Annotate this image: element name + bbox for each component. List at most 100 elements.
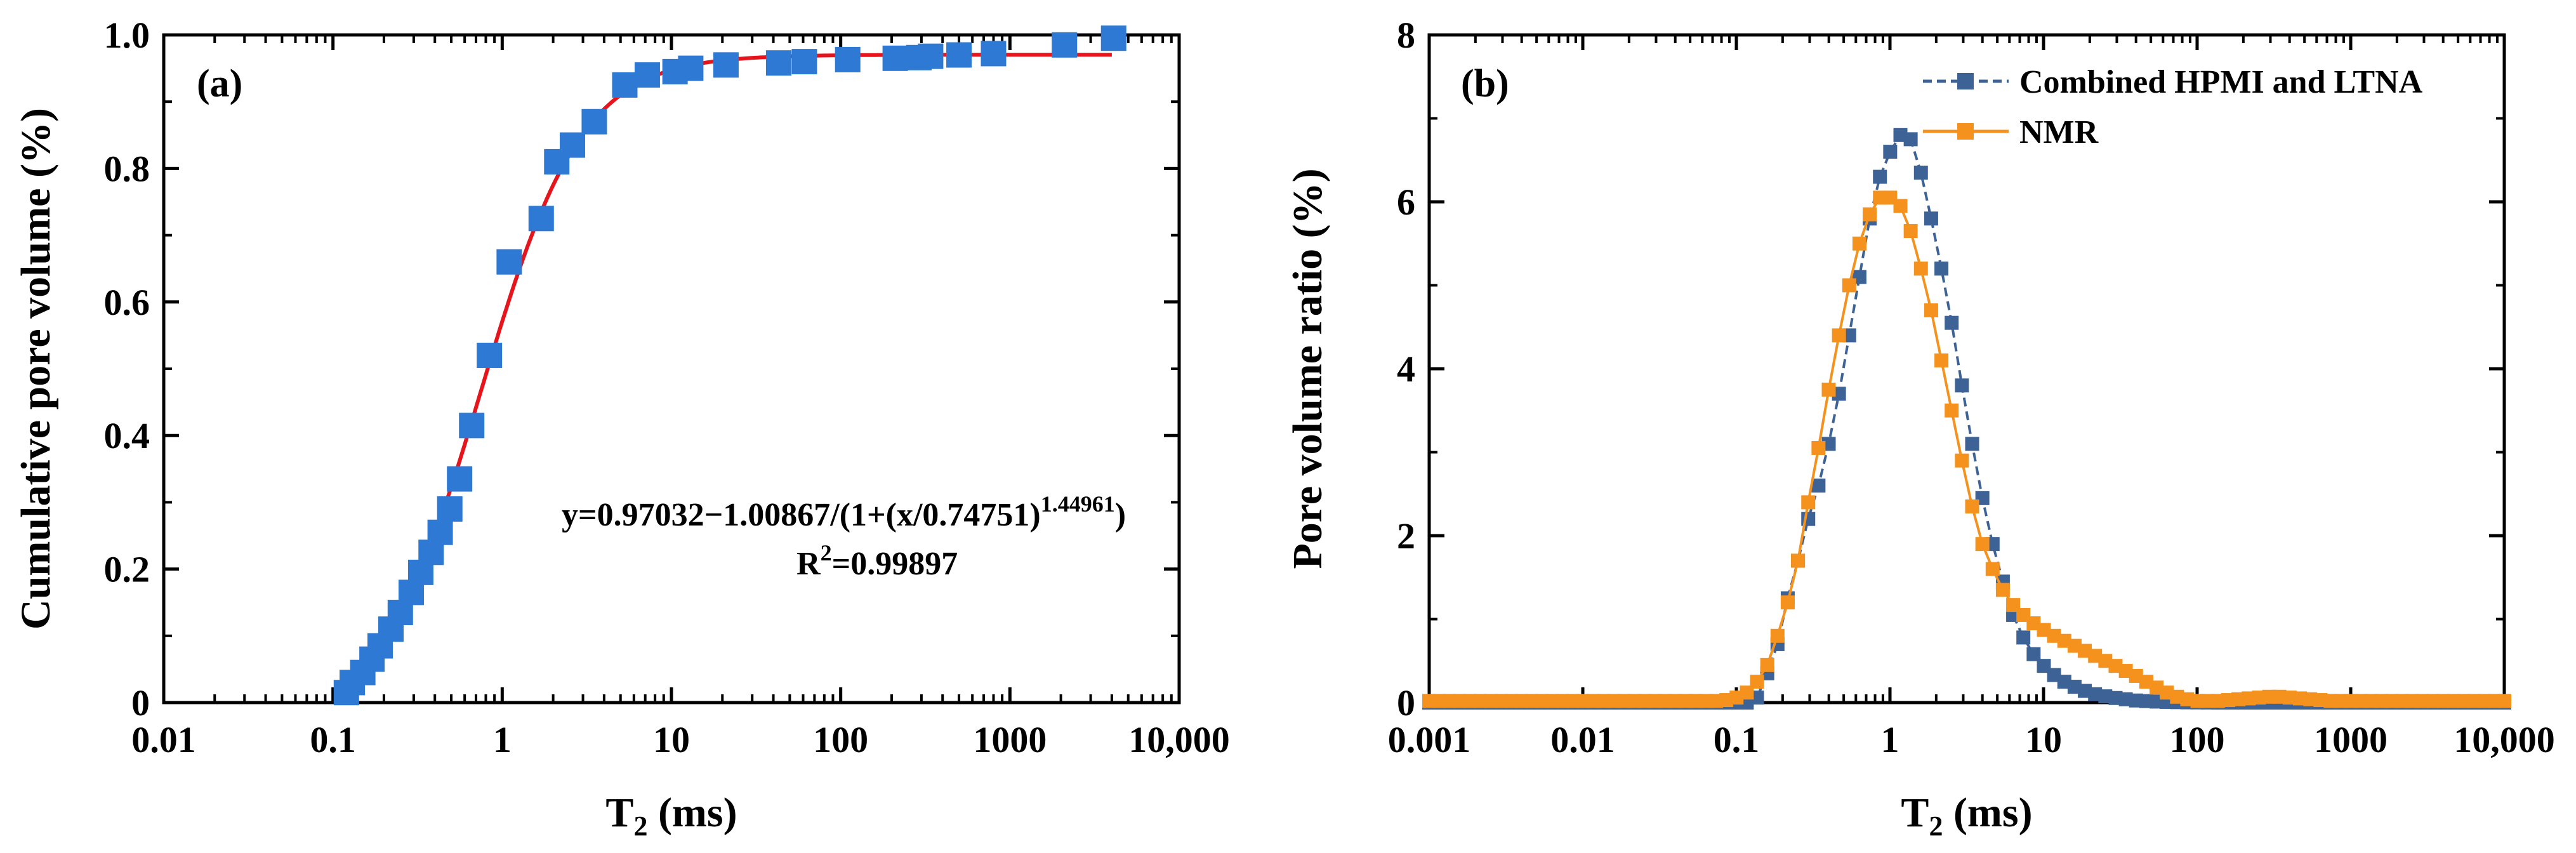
- series-0-marker: [1945, 315, 1959, 330]
- series-1-marker: [1770, 628, 1785, 643]
- series-1-marker: [1740, 685, 1754, 700]
- series-0-marker: [1873, 169, 1887, 184]
- panel-a-y-tick-label: 0.4: [104, 415, 150, 456]
- panel-b-legend: Combined HPMI and LTNA NMR: [1923, 64, 2423, 150]
- series-1-marker: [1811, 440, 1826, 455]
- panel-a-x-tick-label: 0.01: [131, 719, 196, 760]
- panel-b-y-tick-label: 6: [1397, 182, 1415, 223]
- data-point: [559, 132, 585, 158]
- series-1-marker: [1924, 303, 1938, 317]
- data-point: [918, 43, 944, 69]
- panel-a-axes-ticks: 0.01 0.1 1 10 100 1000 10,000 0 0.2 0.4 0.6 0.8 1.0: [104, 15, 1230, 760]
- series-1-marker: [1750, 675, 1764, 689]
- data-point: [427, 519, 453, 545]
- legend-hpmi-label: Combined HPMI and LTNA: [2019, 64, 2423, 100]
- data-point: [477, 342, 503, 368]
- series-1-marker: [1955, 453, 1969, 468]
- data-point: [1052, 32, 1078, 58]
- panel-a-y-tick-label: 0: [131, 682, 150, 724]
- series-1-marker: [1893, 199, 1908, 213]
- panel-a-y-tick-label: 0.6: [104, 282, 150, 323]
- series-1-marker: [1985, 562, 2000, 576]
- panel-a-x-tick-label: 1000: [973, 719, 1047, 760]
- data-point: [496, 249, 522, 275]
- panel-a-x-tick-label: 1: [493, 719, 512, 760]
- data-point: [946, 42, 972, 68]
- panel-b-x-tick-label: 10,000: [2454, 719, 2555, 760]
- series-0-marker: [1965, 437, 1979, 451]
- panel-a-fit-equation: y=0.97032−1.00867/(1+(x/0.74751)1.44961): [562, 491, 1126, 533]
- panel-b-y-tick-label: 2: [1397, 515, 1415, 557]
- panel-a-y-tick-label: 0.8: [104, 148, 150, 189]
- series-1-marker: [1934, 353, 1949, 367]
- series-0-marker: [1903, 132, 1918, 147]
- panel-a-y-tick-label: 0.2: [104, 549, 150, 590]
- data-point: [581, 109, 607, 135]
- panel-a-fit-layer: [345, 53, 1112, 685]
- panel-a-x-tick-label: 10: [653, 719, 690, 760]
- series-1-marker: [1821, 382, 1836, 397]
- panel-a-x-tick-label: 0.1: [310, 719, 356, 760]
- panel-b-x-tick-label: 0.01: [1550, 719, 1615, 760]
- panel-b-x-tick-label: 10: [2025, 719, 2062, 760]
- panel-b-y-tick-label: 0: [1397, 682, 1415, 724]
- panel-a-x-axis-label: T2 (ms): [605, 790, 737, 842]
- series-0-marker: [2026, 647, 2041, 661]
- legend-nmr-marker: [1957, 123, 1974, 140]
- panel-a-y-axis-label: Cumulative pore volume (%): [13, 108, 59, 630]
- series-0-marker: [1955, 378, 1969, 393]
- panel-a-label: (a): [197, 62, 242, 105]
- series-0-marker: [1924, 211, 1938, 226]
- series-0-marker: [1934, 261, 1949, 276]
- fit-curve: [345, 53, 1112, 685]
- panel-b-series-layer: [1422, 128, 2511, 710]
- data-point: [835, 46, 861, 72]
- data-point: [791, 49, 817, 75]
- panel-a-x-tick-label: 10,000: [1128, 719, 1230, 760]
- series-1-marker: [1760, 658, 1774, 672]
- series-0-marker: [1811, 479, 1826, 493]
- data-point: [459, 413, 485, 439]
- series-1-marker: [2497, 694, 2511, 708]
- legend-hpmi-marker: [1957, 73, 1974, 89]
- legend-nmr-label: NMR: [2019, 114, 2099, 150]
- series-1-marker: [1852, 236, 1866, 251]
- series-1-marker: [1975, 537, 1990, 552]
- series-1-marker: [1965, 499, 1979, 513]
- panel-a-chart: 0.01 0.1 1 10 100 1000 10,00000.20.40.60.81.0 …: [13, 15, 1230, 842]
- data-point: [882, 45, 908, 71]
- panel-a-x-tick-label: 100: [813, 719, 868, 760]
- panel-b-x-axis-label: T2 (ms): [1901, 790, 2032, 842]
- panel-b-y-tick-label: 4: [1397, 348, 1415, 390]
- data-point: [634, 62, 660, 88]
- series-1-marker: [1903, 224, 1918, 239]
- data-point: [447, 466, 473, 492]
- series-1-marker: [1995, 583, 2010, 597]
- series-0-marker: [1913, 165, 1928, 180]
- series-0-marker: [2016, 630, 2031, 645]
- panel-b-x-tick-label: 1000: [2314, 719, 2388, 760]
- panel-b-x-tick-label: 0.1: [1714, 719, 1760, 760]
- series-1-marker: [1863, 207, 1877, 222]
- series-1-marker: [1801, 495, 1816, 510]
- series-line-0: [1429, 133, 2504, 704]
- series-1-marker: [1832, 328, 1846, 343]
- panel-b-y-axis-label: Pore volume ratio (%): [1285, 168, 1331, 569]
- panel-b-x-tick-label: 1: [1881, 719, 1899, 760]
- panel-b-y-tick-label: 8: [1397, 15, 1415, 56]
- data-point: [678, 55, 704, 81]
- series-1-marker: [1791, 553, 1806, 568]
- data-point: [612, 72, 638, 98]
- series-0-marker: [1883, 145, 1898, 159]
- series-1-marker: [1780, 595, 1795, 610]
- data-point: [528, 206, 554, 232]
- panel-b-x-tick-label: 0.001: [1388, 719, 1471, 760]
- panel-a-plot-frame: [162, 33, 1181, 704]
- data-point: [765, 50, 791, 76]
- panel-a-y-tick-label: 1.0: [104, 15, 150, 56]
- series-1-marker: [1945, 403, 1959, 418]
- panel-b-label: (b): [1461, 62, 1509, 105]
- panel-a-r-squared: R2=0.99897: [796, 540, 958, 582]
- panel-b-x-tick-label: 100: [2170, 719, 2225, 760]
